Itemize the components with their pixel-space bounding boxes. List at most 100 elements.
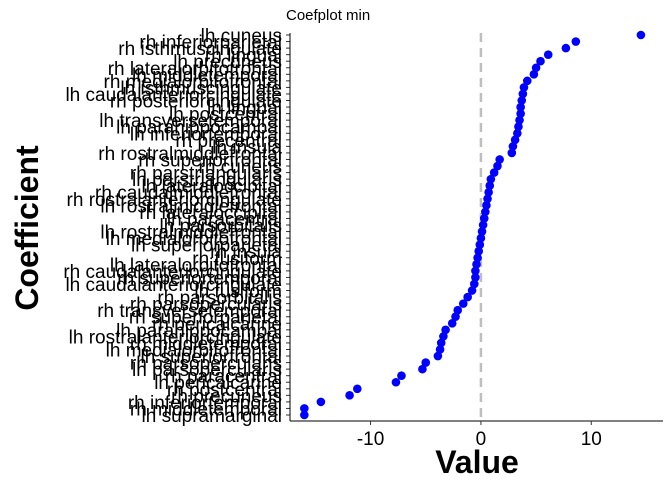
coefficient-point [439,332,448,341]
y-tick-label: rh cuneus [199,157,282,178]
y-tick-label: rh parsopercularis [130,354,282,375]
coefficient-point [482,201,491,210]
y-tick-label: rh superiorfrontal [138,150,282,171]
coefficient-point [517,96,527,105]
y-tick-label: lh caudalanteriorcingulate [65,85,282,106]
coefficient-point [479,214,489,223]
y-tick-label: lh postcentral [169,105,282,126]
y-tick-label: lh rostralmiddlefrontal [100,196,282,217]
coefficient-point [435,345,445,354]
y-tick-label: rh lingual [205,46,282,67]
coefficient-point [516,102,525,112]
coefficient-point [391,377,401,387]
coefficient-point [519,83,529,92]
coefficient-point [493,161,502,171]
y-tick-label: lh parahippocampal [116,118,282,139]
coefficient-point [453,305,463,315]
y-tick-label: lh inferiortemporal [130,124,282,145]
coefficient-point [316,397,326,407]
coefficient-point [476,233,486,243]
y-tick-label: lh insula [212,137,282,158]
coefficient-point [484,187,493,197]
coefficient-point [536,56,545,66]
y-tick-label: rh inferiortemporal [128,393,282,414]
coefficient-point [447,318,457,328]
x-tick-label: 0 [476,429,487,450]
y-tick-label: rh paracentral [165,367,282,388]
chart-title: Coefplot min [286,7,370,24]
y-tick-label: lh caudalanteriorcingulate [65,275,282,296]
coefficient-point [571,37,581,46]
y-tick-label: lh rostralmiddlefrontal [100,223,282,244]
y-tick-label: lh isthmuscingulate [120,78,282,99]
coefficient-point [463,292,472,302]
coefficient-point [451,312,460,322]
coefficient-point [421,358,431,367]
y-tick-label: lh parsopercularis [132,360,282,381]
y-tick-label: rh rostralmiddlefrontal [98,144,282,165]
coefficient-point [353,384,362,394]
coefficient-point [531,63,541,73]
y-tick-label: rh postcentral [167,380,282,401]
coefficient-point [477,227,487,236]
y-tick-label: rh lateralorbitofrontal [108,59,282,80]
coefficient-point [515,115,524,125]
y-tick-label: lh superiorparietal [131,236,282,257]
x-tick-label: 10 [581,429,602,450]
coefficient-point [397,371,406,380]
coefficient-point [529,70,539,79]
coefficient-point [471,273,480,282]
coefficient-point [485,181,495,190]
coefficient-point [486,174,496,184]
coefficient-point [489,168,499,177]
y-tick-label: rh caudalmiddlefrontal [95,183,282,204]
coefficient-point [433,351,443,361]
coefficient-point [522,76,532,86]
y-tick-label: rh medialorbitofrontal [104,72,282,93]
coefficient-point [300,404,309,413]
y-tick-label: lh superiorfrontal [140,347,282,368]
coefficient-point [436,338,446,348]
y-tick-label: rh rostralanteriorcingulate [67,190,282,211]
coefficient-point [495,155,504,164]
y-tick-label: lh medialorbitofrontal [106,229,282,250]
coefficient-point [510,135,520,145]
y-tick-label: rh inferiorparietal [139,33,282,54]
x-ticks: -10 0 10 [357,421,602,450]
coefficient-point [483,194,492,204]
y-tick-label: rh caudalanteriorcingulate [63,262,282,283]
y-tick-label: rh precuneus [171,386,282,407]
y-tick-label: lh fusiform [194,282,282,303]
y-tick-label: lh parahippocampal [116,321,282,342]
y-tick-label: lh transversetemporal [99,111,282,132]
coefficient-point [474,246,484,256]
coefficient-point [300,410,309,420]
coefficient-point [473,253,482,263]
coefficient-point [561,43,571,53]
y-tick-label: lh medialorbitofrontal [106,340,282,361]
coefficient-point [475,240,485,249]
y-tick-label: rh precentral [175,131,282,152]
coefficient-point [514,122,523,132]
y-tick-label: lh supramarginal [142,406,282,427]
x-axis-title: Value [435,444,519,480]
coefficient-point [469,279,479,289]
x-tick-label: -10 [357,429,384,450]
coefficient-point [458,299,468,308]
y-tick-label: rh transversetemporal [97,301,282,322]
y-tick-label: lh pericalcarine [154,373,282,394]
y-tick-label: rh parstriangularis [130,164,282,185]
y-tick-label: rh parsopercularis [130,295,282,316]
coefficient-point [467,286,477,295]
coefficient-point [441,325,450,335]
coefficient-point [418,364,427,374]
coefficient-point [513,128,522,138]
y-tick-label: lh paracentral [167,209,282,230]
coefficient-point [516,109,525,118]
y-tick-label: lh parsorbitalis [160,216,283,237]
y-tick-label: rh superiorparietal [129,308,282,329]
coefficient-point [636,30,646,40]
coefficient-point [471,266,480,276]
y-tick-label: lh precuneus [173,52,282,73]
